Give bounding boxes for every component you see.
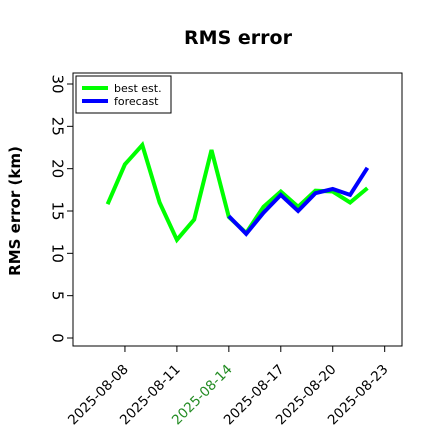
y-tick-label: 20 — [49, 159, 67, 178]
legend: best est. forecast — [75, 75, 172, 114]
y-tick-label: 0 — [49, 333, 67, 343]
plot-frame — [72, 72, 403, 347]
series-line-forecast — [227, 166, 370, 237]
legend-label-forecast: forecast — [114, 95, 159, 108]
y-axis-label: RMS error (km) — [6, 146, 24, 276]
y-tick-label: 5 — [49, 291, 67, 301]
y-tick-label: 30 — [49, 74, 67, 93]
legend-label-best-est: best est. — [114, 82, 162, 95]
y-tick-label: 10 — [49, 244, 67, 263]
x-ticks: 2025-08-082025-08-112025-08-142025-08-17… — [65, 346, 392, 428]
y-tick-label: 15 — [49, 201, 67, 220]
legend-box — [75, 75, 172, 114]
y-tick-label: 25 — [49, 117, 67, 136]
series-lines — [105, 141, 370, 244]
y-ticks: 0 5 10 15 20 25 30 — [49, 74, 73, 343]
chart-title: RMS error — [184, 27, 293, 49]
